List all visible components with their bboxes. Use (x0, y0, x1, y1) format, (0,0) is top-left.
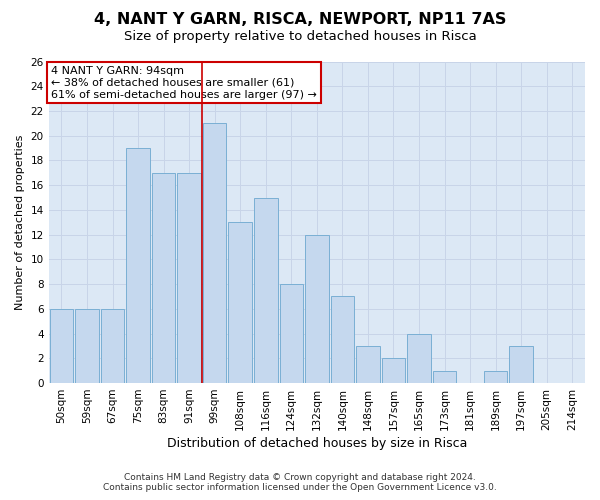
Bar (178, 173, 201, 383)
Text: Size of property relative to detached houses in Risca: Size of property relative to detached ho… (124, 30, 476, 43)
Y-axis label: Number of detached properties: Number of detached properties (15, 134, 25, 310)
Text: 4 NANT Y GARN: 94sqm
← 38% of detached houses are smaller (61)
61% of semi-detac: 4 NANT Y GARN: 94sqm ← 38% of detached h… (52, 66, 317, 100)
Bar (254, 198, 278, 383)
Bar (484, 370, 508, 383)
Bar (382, 358, 405, 383)
Bar (75, 309, 99, 383)
Bar (356, 346, 380, 383)
Bar (229, 222, 252, 383)
Text: Contains HM Land Registry data © Crown copyright and database right 2024.
Contai: Contains HM Land Registry data © Crown c… (103, 473, 497, 492)
Bar (50, 309, 73, 383)
Bar (331, 296, 354, 383)
Bar (152, 173, 175, 383)
Bar (509, 346, 533, 383)
X-axis label: Distribution of detached houses by size in Risca: Distribution of detached houses by size … (167, 437, 467, 450)
Text: 4, NANT Y GARN, RISCA, NEWPORT, NP11 7AS: 4, NANT Y GARN, RISCA, NEWPORT, NP11 7AS (94, 12, 506, 28)
Bar (101, 309, 124, 383)
Bar (127, 148, 150, 383)
Bar (407, 334, 431, 383)
Bar (203, 124, 226, 383)
Bar (433, 370, 456, 383)
Bar (305, 234, 329, 383)
Bar (280, 284, 303, 383)
